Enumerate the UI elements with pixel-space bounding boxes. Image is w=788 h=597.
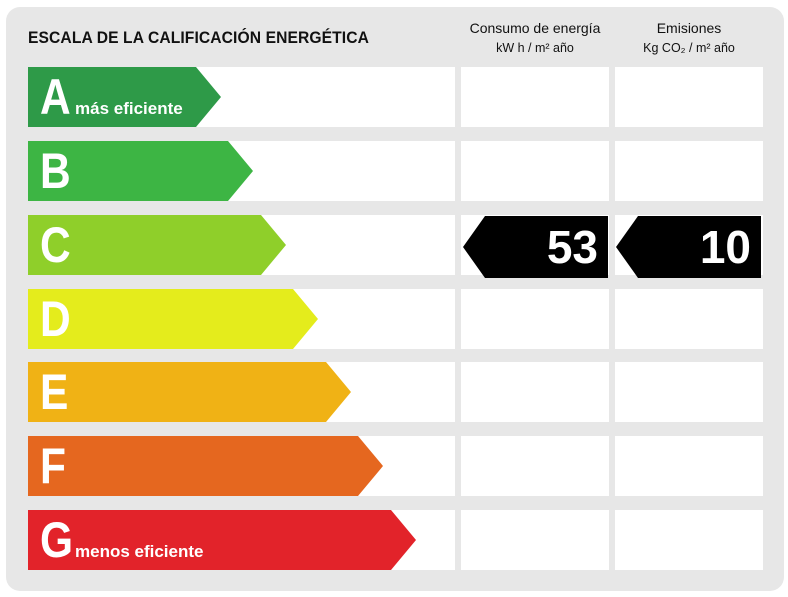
emisiones-rating-value: 10: [699, 221, 751, 273]
consumo-cell-g: [461, 510, 609, 570]
band-e-letter: E: [40, 364, 69, 420]
emisiones-cell-f: [615, 436, 763, 496]
band-g-letter: G: [40, 512, 74, 568]
band-d-shape: [28, 289, 318, 349]
band-f-arrow: [28, 436, 383, 496]
band-e: E: [28, 362, 352, 422]
band-f-shape: [28, 436, 383, 496]
emisiones-cell-a: [615, 67, 763, 127]
band-a-arrow: [28, 67, 221, 127]
band-e-shape: [28, 362, 351, 422]
band-e-arrow: [28, 362, 351, 422]
consumo-cell-b: [461, 141, 609, 201]
consumo-header: Consumo de energía kW h / m² año: [460, 20, 610, 55]
band-g-arrow: [28, 510, 416, 570]
consumo-cell-a: [461, 67, 609, 127]
consumo-rating-marker: 53: [463, 216, 608, 278]
band-a-letter: A: [40, 69, 71, 125]
band-d-letter: D: [40, 291, 71, 347]
band-b: B: [28, 141, 254, 201]
consumo-header-title: Consumo de energía: [469, 20, 601, 36]
band-d: D: [28, 289, 319, 349]
band-c: C: [28, 215, 287, 275]
band-d-arrow: [28, 289, 318, 349]
consumo-rating-value: 53: [546, 221, 598, 273]
consumo-cell-f: [461, 436, 609, 496]
band-f: F: [28, 436, 384, 496]
consumo-cell-d: [461, 289, 609, 349]
band-g-note: menos eficiente: [75, 542, 204, 561]
band-c-shape: [28, 215, 286, 275]
band-b-shape: [28, 141, 253, 201]
band-g: G menos eficiente: [28, 510, 417, 570]
emisiones-header-unit: Kg CO₂ / m² año: [643, 41, 735, 55]
emisiones-cell-b: [615, 141, 763, 201]
band-b-letter: B: [40, 143, 71, 199]
band-c-letter: C: [40, 217, 71, 273]
band-f-letter: F: [40, 438, 66, 494]
consumo-cell-e: [461, 362, 609, 422]
band-c-arrow: [28, 215, 286, 275]
band-a-note: más eficiente: [75, 99, 183, 118]
scale-title: ESCALA DE LA CALIFICACIÓN ENERGÉTICA: [28, 28, 370, 47]
emisiones-cell-e: [615, 362, 763, 422]
emisiones-cell-d: [615, 289, 763, 349]
emisiones-header-title: Emisiones: [656, 20, 722, 36]
emisiones-marker-arrow: [616, 216, 761, 278]
band-a: A más eficiente: [28, 67, 222, 127]
consumo-header-unit: kW h / m² año: [496, 41, 574, 55]
band-b-arrow: [28, 141, 253, 201]
emisiones-marker-shape: [616, 216, 761, 278]
band-a-shape: [28, 67, 221, 127]
emisiones-header: Emisiones Kg CO₂ / m² año: [615, 20, 763, 55]
consumo-marker-arrow: [463, 216, 608, 278]
consumo-marker-shape: [463, 216, 608, 278]
band-g-shape: [28, 510, 416, 570]
emisiones-rating-marker: 10: [616, 216, 761, 278]
emisiones-cell-g: [615, 510, 763, 570]
